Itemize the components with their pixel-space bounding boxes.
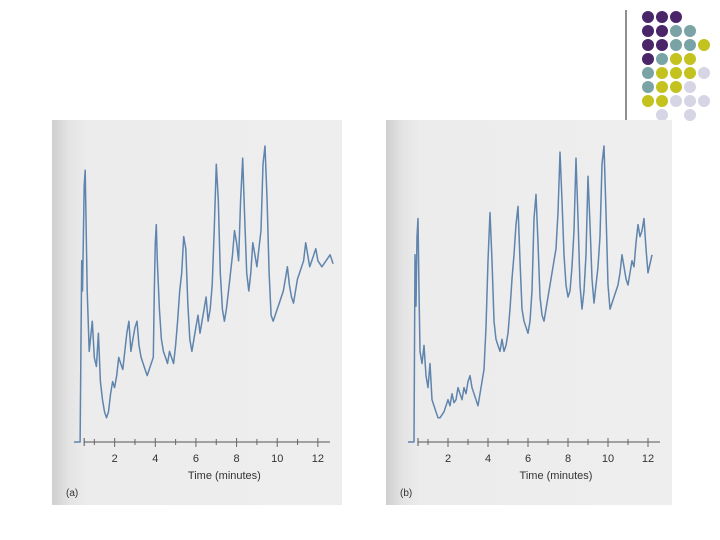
decorative-dot — [656, 53, 668, 65]
decorative-dot — [642, 95, 654, 107]
decorative-dot — [656, 95, 668, 107]
decorative-dot — [670, 53, 682, 65]
decorative-dot — [670, 39, 682, 51]
decorative-dot — [698, 39, 710, 51]
x-tick-label: 4 — [152, 453, 158, 465]
x-tick-label: 2 — [112, 453, 118, 465]
panel-label: (b) — [400, 488, 412, 499]
x-tick-label: 10 — [271, 453, 283, 465]
x-tick-label: 10 — [602, 453, 614, 465]
chromatogram-trace — [408, 145, 653, 443]
x-tick-label: 8 — [565, 453, 571, 465]
decorative-dot — [684, 81, 696, 93]
x-tick-label: 12 — [312, 453, 324, 465]
chromatogram-a-chart: 2 4 6 8 10 12 Time (minutes) (a) — [66, 145, 334, 499]
decorative-dot — [656, 67, 668, 79]
x-tick-label: 6 — [525, 453, 531, 465]
decorative-dot — [684, 25, 696, 37]
decorative-dot — [684, 39, 696, 51]
decorative-dot — [670, 25, 682, 37]
decorative-dot — [656, 25, 668, 37]
x-axis-label: Time (minutes) — [520, 470, 593, 482]
chromatogram-panel-b: 2 4 6 8 10 12 Time (minutes) (b) — [386, 120, 672, 505]
decorative-dot — [642, 11, 654, 23]
x-tick-label: 8 — [234, 453, 240, 465]
decorative-dot — [698, 95, 710, 107]
decorative-dot — [670, 11, 682, 23]
decorative-dot-grid — [625, 10, 710, 121]
decorative-dot — [698, 67, 710, 79]
chromatogram-b-chart: 2 4 6 8 10 12 Time (minutes) (b) — [400, 145, 660, 499]
decorative-dot — [642, 25, 654, 37]
decorative-dot — [670, 95, 682, 107]
decorative-dot — [684, 109, 696, 121]
decorative-dot — [642, 53, 654, 65]
decorative-dot — [642, 81, 654, 93]
x-tick-label: 6 — [193, 453, 199, 465]
decorative-dot — [670, 81, 682, 93]
decorative-dot — [684, 67, 696, 79]
x-tick-label: 2 — [445, 453, 451, 465]
decorative-dot — [656, 11, 668, 23]
decorative-dot — [642, 67, 654, 79]
decorative-dot — [684, 53, 696, 65]
x-tick-label: 12 — [642, 453, 654, 465]
decorative-dot — [642, 39, 654, 51]
decorative-dot — [656, 39, 668, 51]
decorative-dot — [656, 81, 668, 93]
decorative-dot — [670, 67, 682, 79]
x-axis-label: Time (minutes) — [188, 470, 261, 482]
decorative-dot — [684, 95, 696, 107]
panel-label: (a) — [66, 488, 78, 499]
chromatogram-panel-a: 2 4 6 8 10 12 Time (minutes) (a) — [52, 120, 342, 505]
chromatogram-trace — [74, 145, 334, 443]
decorative-dot — [656, 109, 668, 121]
x-tick-label: 4 — [485, 453, 491, 465]
